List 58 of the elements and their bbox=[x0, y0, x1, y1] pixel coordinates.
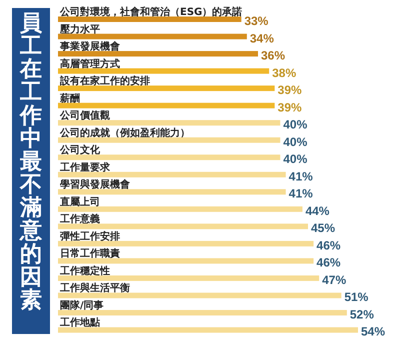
y-tick-label: 直屬上司 bbox=[59, 196, 100, 208]
bar bbox=[58, 172, 286, 178]
bar bbox=[58, 240, 314, 246]
bar bbox=[58, 16, 242, 22]
bar bbox=[58, 154, 280, 160]
y-tick-label: 公司對環境，社會和管治（ESG）的承諾 bbox=[59, 6, 242, 18]
data-label: 39% bbox=[278, 83, 302, 98]
y-tick-label: 公司文化 bbox=[59, 144, 101, 156]
bar bbox=[58, 120, 280, 126]
data-label: 45% bbox=[311, 221, 336, 236]
bar bbox=[58, 327, 358, 333]
data-label: 34% bbox=[250, 31, 274, 46]
y-tick-label: 事業發展機會 bbox=[59, 40, 121, 53]
data-label: 41% bbox=[288, 186, 314, 201]
y-tick-label: 公司價值觀 bbox=[59, 110, 110, 122]
data-label: 51% bbox=[344, 290, 369, 304]
y-tick-label: 工作穩定性 bbox=[59, 264, 110, 277]
bar bbox=[58, 68, 270, 74]
bar bbox=[58, 51, 258, 57]
y-tick-label: 高層管理方式 bbox=[60, 58, 120, 70]
bar bbox=[58, 258, 314, 264]
data-label: 41% bbox=[288, 169, 314, 184]
data-label: 38% bbox=[272, 66, 296, 80]
bar bbox=[58, 224, 308, 230]
data-label: 39% bbox=[278, 100, 302, 114]
bar bbox=[58, 292, 342, 298]
data-label: 54% bbox=[361, 324, 386, 339]
bar bbox=[58, 86, 275, 92]
y-tick-label: 公司的成就（例如盈利能力） bbox=[59, 126, 190, 139]
y-tick-label: 設有在家工作的安排 bbox=[59, 75, 150, 88]
bar bbox=[58, 275, 320, 281]
y-tick-label: 工作量要求 bbox=[59, 161, 111, 174]
data-label: 46% bbox=[316, 238, 341, 252]
y-tick-label: 彈性工作安排 bbox=[60, 230, 120, 242]
data-label: 44% bbox=[305, 204, 330, 218]
bar bbox=[58, 102, 275, 108]
y-tick-label: 薪酬 bbox=[59, 92, 80, 104]
y-tick-label: 壓力水平 bbox=[59, 23, 100, 36]
data-label: 33% bbox=[244, 14, 269, 28]
data-label: 47% bbox=[322, 272, 346, 287]
bar bbox=[58, 137, 280, 143]
chart-title: 員工在工作中最不滿意的因素 bbox=[20, 11, 42, 313]
data-label: 46% bbox=[316, 256, 341, 270]
data-label: 52% bbox=[350, 307, 374, 322]
y-tick-label: 工作與生活平衡 bbox=[59, 282, 130, 294]
bar bbox=[58, 206, 302, 212]
y-tick-label: 日常工作職責 bbox=[60, 248, 120, 260]
y-tick-label: 學習與發展機會 bbox=[60, 178, 131, 191]
bar bbox=[58, 189, 286, 195]
y-tick-label: 工作意義 bbox=[59, 213, 100, 226]
bar bbox=[58, 34, 247, 40]
bar bbox=[58, 310, 347, 316]
data-label: 40% bbox=[283, 134, 308, 149]
data-label: 36% bbox=[261, 48, 286, 63]
y-tick-label: 團隊/同事 bbox=[60, 299, 104, 312]
data-label: 40% bbox=[283, 152, 308, 166]
y-tick-label: 工作地點 bbox=[59, 316, 100, 329]
data-label: 40% bbox=[283, 118, 308, 132]
